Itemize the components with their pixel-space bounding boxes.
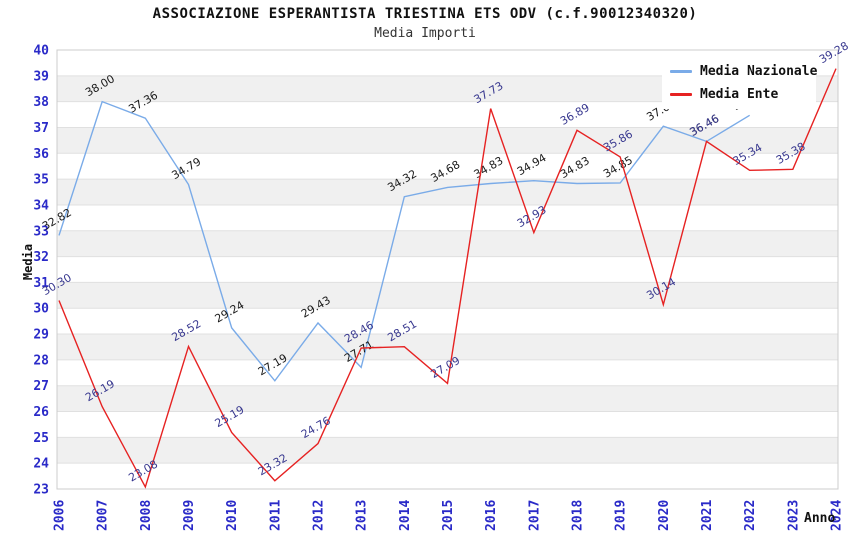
x-tick-label: 2009 [182, 500, 197, 531]
x-tick-label: 2007 [96, 500, 111, 531]
series-line-media-nazionale [58, 100, 751, 382]
chart-title: ASSOCIAZIONE ESPERANTISTA TRIESTINA ETS … [152, 6, 698, 22]
y-tick-label: 31 [33, 276, 49, 291]
x-tick-label: 2014 [398, 500, 413, 531]
legend-item-media-nazionale: Media Nazionale [662, 64, 818, 80]
plot-stripe [57, 334, 838, 360]
point-label-media-nazionale: 34.94 [515, 151, 549, 178]
y-tick-label: 34 [33, 198, 49, 213]
x-tick-label: 2013 [355, 500, 370, 531]
y-tick-label: 26 [33, 405, 49, 420]
x-tick-label: 2008 [139, 500, 154, 531]
plot-stripe [57, 127, 838, 154]
x-tick-label: 2017 [527, 500, 542, 531]
x-tick-label: 2024 [830, 500, 845, 531]
x-tick-label: 2012 [312, 500, 327, 531]
y-tick-label: 23 [33, 483, 49, 498]
y-tick-label: 39 [33, 69, 49, 84]
y-tick-label: 25 [33, 431, 49, 446]
plot-stripe [57, 437, 838, 464]
y-tick-label: 30 [33, 302, 49, 317]
legend-label-media-nazionale: Media Nazionale [700, 64, 818, 80]
x-tick-label: 2006 [53, 500, 68, 531]
x-tick-label: 2022 [743, 500, 758, 531]
y-tick-label: 32 [33, 250, 49, 265]
x-tick-label: 2020 [657, 500, 672, 531]
x-tick-label: 2011 [268, 500, 283, 531]
x-axis-title: Anno [804, 511, 836, 526]
line-swatch-blue-icon [670, 70, 692, 74]
y-tick-label: 37 [33, 121, 49, 136]
y-tick-label: 28 [33, 353, 49, 368]
point-label-media-nazionale: 34.83 [558, 154, 592, 181]
y-tick-label: 24 [33, 457, 49, 472]
x-tick-label: 2023 [786, 500, 801, 531]
x-tick-label: 2010 [225, 500, 240, 531]
point-label-media-ente: 39.28 [817, 39, 850, 66]
point-label-media-nazionale: 34.85 [601, 154, 635, 181]
series-line-media-ente [58, 68, 837, 489]
line-swatch-red-icon [670, 92, 692, 96]
plot-stripe [57, 179, 838, 205]
point-label-media-nazionale: 34.79 [170, 155, 204, 182]
x-tick-label: 2015 [441, 500, 456, 531]
chart-subtitle: Media Importi [374, 26, 476, 41]
y-tick-label: 38 [33, 95, 49, 110]
x-tick-label: 2018 [571, 500, 586, 531]
plot-stripe [57, 282, 838, 309]
y-axis-title: Media [21, 243, 35, 281]
legend-item-media-ente: Media Ente [662, 87, 816, 102]
point-label-media-ente: 36.89 [558, 101, 592, 128]
y-tick-label: 27 [33, 379, 49, 394]
point-label-media-nazionale: 34.83 [472, 154, 506, 181]
plot-border [56, 49, 839, 490]
x-tick-label: 2021 [700, 500, 715, 531]
y-tick-label: 33 [33, 224, 49, 239]
x-tick-label: 2019 [614, 500, 629, 531]
plot-stripe [57, 230, 838, 257]
x-tick-label: 2016 [484, 500, 499, 531]
y-tick-label: 36 [33, 147, 49, 162]
y-tick-label: 40 [33, 44, 49, 59]
y-tick-label: 29 [33, 328, 49, 343]
legend-label-media-ente: Media Ente [700, 86, 779, 102]
plot-stripe [57, 385, 838, 412]
legend: Media Nazionale Media Ente [662, 57, 818, 109]
y-tick-label: 35 [33, 173, 49, 188]
